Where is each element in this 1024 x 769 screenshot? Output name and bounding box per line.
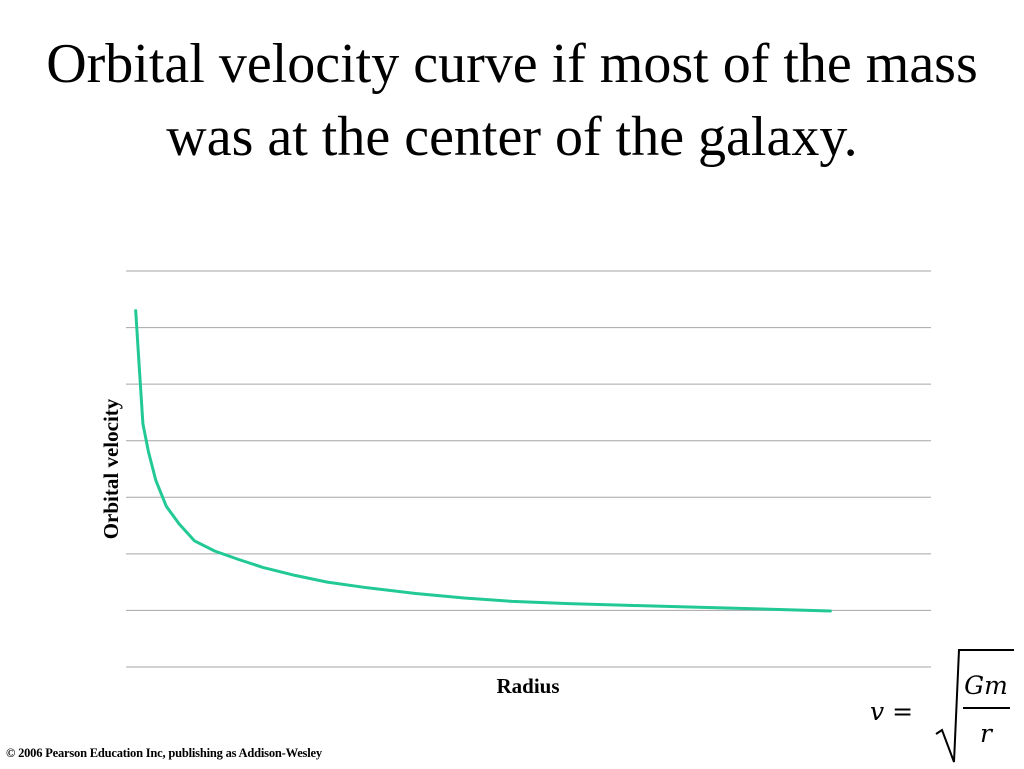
y-axis-label: Orbital velocity (99, 398, 123, 539)
formula-denominator: r (980, 719, 994, 748)
x-axis-label: Radius (496, 674, 559, 698)
slide-title: Orbital velocity curve if most of the ma… (46, 33, 978, 168)
series-layer (134, 309, 832, 613)
formula-numerator: Gm (964, 671, 1008, 700)
velocity-formula: v = Gm r (868, 646, 1018, 764)
formula-lhs: v = (870, 697, 913, 726)
grid-lines (126, 270, 931, 668)
sqrt-sign-icon (935, 649, 1014, 763)
copyright-footer: © 2006 Pearson Education Inc, publishing… (6, 746, 322, 760)
velocity-curve (134, 309, 832, 613)
